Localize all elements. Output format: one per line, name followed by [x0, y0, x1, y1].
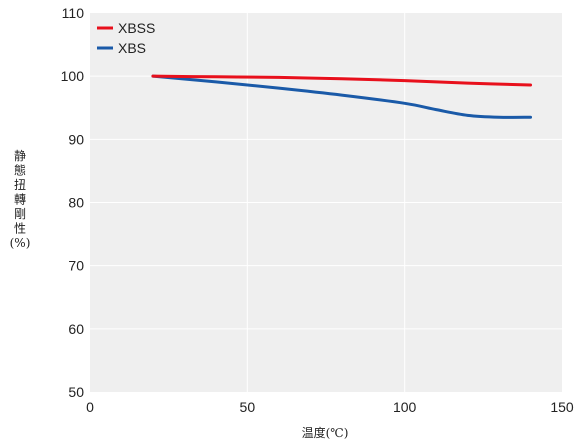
y-tick-label: 90	[68, 131, 84, 147]
y-axis-label-char: 静	[14, 149, 26, 163]
series-line-xbss	[151, 74, 533, 87]
x-tick-label: 150	[550, 399, 574, 415]
y-axis-label-char: 轉	[14, 193, 26, 207]
y-tick-label: 110	[62, 5, 85, 21]
x-tick-label: 100	[393, 399, 417, 415]
x-tick-label: 0	[86, 399, 94, 415]
y-axis-label-char: 剛	[14, 207, 26, 221]
legend-label-xbs: XBS	[118, 40, 146, 56]
x-axis-label: 温度(℃)	[302, 425, 349, 440]
y-axis-label-char: (%)	[10, 236, 31, 250]
y-axis-label-char: 性	[14, 222, 26, 236]
y-axis-label-char: 扭	[14, 178, 26, 192]
legend-label-xbss: XBSS	[118, 20, 155, 36]
y-axis-label-char: 態	[14, 163, 26, 178]
y-tick-label: 50	[68, 384, 84, 400]
series-lines	[151, 74, 533, 119]
y-tick-label: 70	[68, 258, 84, 274]
series-line-xbs	[151, 74, 533, 119]
y-tick-label: 60	[68, 321, 84, 337]
legend: XBSS XBS	[97, 20, 155, 56]
x-tick-label: 50	[240, 399, 256, 415]
y-tick-label: 100	[61, 68, 85, 84]
y-tick-label: 80	[68, 195, 84, 211]
